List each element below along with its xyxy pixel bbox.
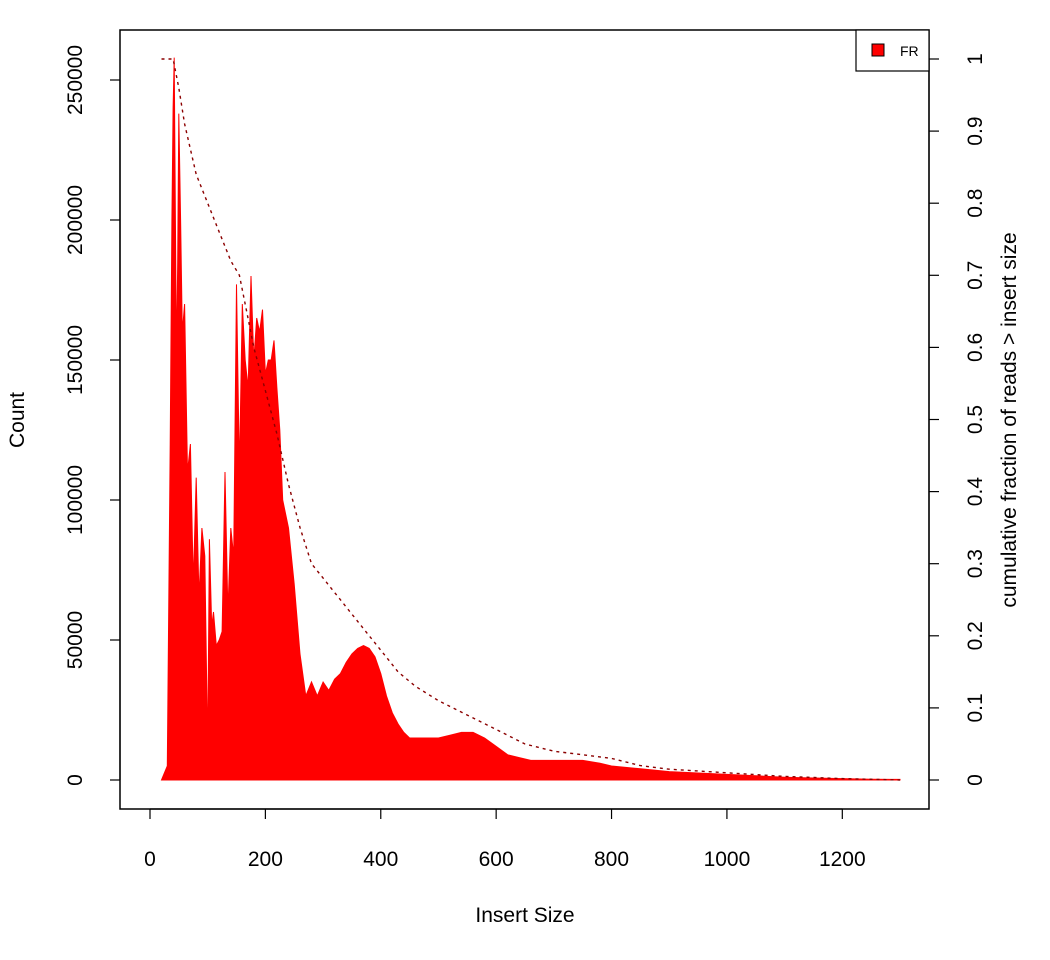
y2-tick-label: 0.4 xyxy=(964,477,987,507)
y2-tick-label: 0 xyxy=(964,774,987,786)
y-tick-label: 200000 xyxy=(64,185,87,255)
y-axis-left: 0 50000 100000 150000 200000 250000 xyxy=(64,45,121,786)
y2-tick-label: 0.9 xyxy=(964,116,987,145)
legend-label-fr: FR xyxy=(900,43,919,59)
y-tick-label: 100000 xyxy=(64,465,87,535)
x-tick-label: 400 xyxy=(363,848,398,871)
legend: FR xyxy=(855,29,930,72)
y-tick-label: 50000 xyxy=(64,611,87,669)
y2-tick-label: 0.6 xyxy=(964,333,987,362)
x-axis: 0 200 400 600 800 1000 1200 xyxy=(144,808,866,871)
x-tick-label: 0 xyxy=(144,848,156,871)
x-tick-label: 600 xyxy=(479,848,514,871)
y2-tick-label: 0.1 xyxy=(964,693,987,722)
y2-tick-label: 0.8 xyxy=(964,189,987,218)
x-axis-title: Insert Size xyxy=(475,904,574,927)
cumulative-line xyxy=(161,58,901,781)
cumulative-layer xyxy=(161,58,901,781)
y2-tick-label: 0.7 xyxy=(964,261,987,290)
histogram-area-fr xyxy=(160,57,901,781)
histogram-layer xyxy=(160,57,901,781)
y-axis-title: Count xyxy=(6,392,29,448)
legend-box xyxy=(855,29,930,72)
y2-tick-label: 0.2 xyxy=(964,621,987,650)
y2-tick-label: 0.5 xyxy=(964,405,987,434)
y-tick-label: 150000 xyxy=(64,325,87,395)
y2-tick-label: 1 xyxy=(964,53,987,65)
y2-tick-label: 0.3 xyxy=(964,549,987,578)
y-tick-label: 250000 xyxy=(64,45,87,115)
x-tick-label: 1000 xyxy=(704,848,751,871)
legend-swatch-fr xyxy=(871,43,885,57)
x-tick-label: 200 xyxy=(248,848,283,871)
y-axis-right: 0 0.1 0.2 0.3 0.4 0.5 0.6 0.7 0.8 0.9 1 xyxy=(928,53,987,786)
y2-axis-title: cumulative fraction of reads > insert si… xyxy=(998,232,1021,607)
y-tick-label: 0 xyxy=(64,774,87,786)
x-tick-label: 800 xyxy=(594,848,629,871)
x-tick-label: 1200 xyxy=(819,848,866,871)
